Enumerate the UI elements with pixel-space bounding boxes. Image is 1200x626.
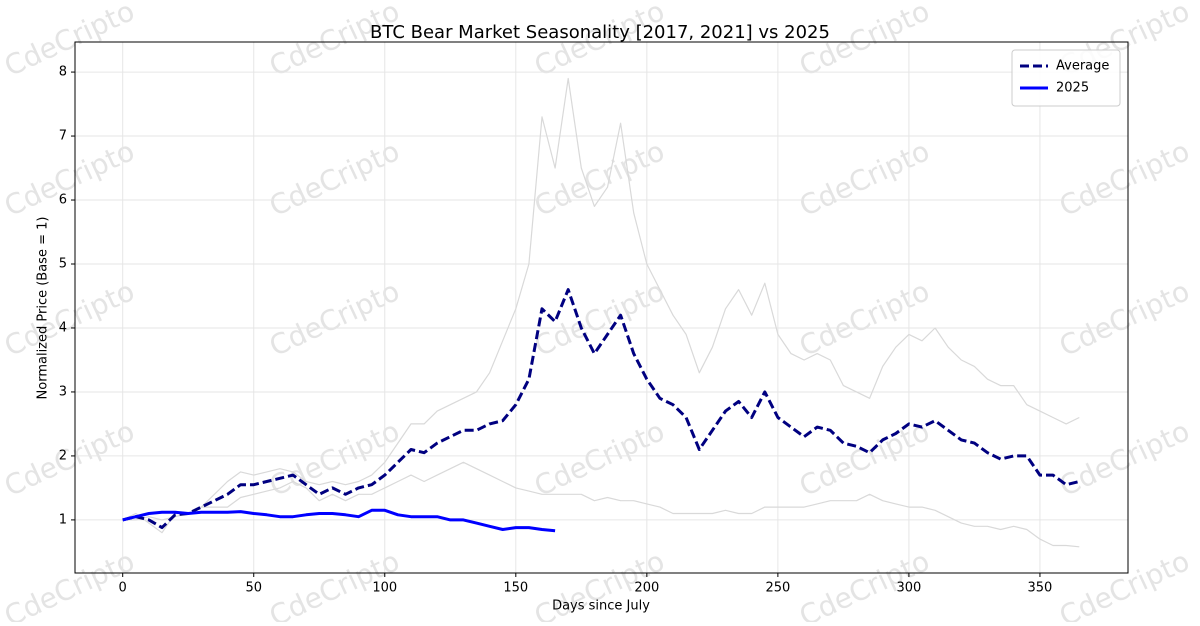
x-tick-label: 150 [503,581,528,596]
plot-frame [74,41,1129,574]
y-tick-label: 1 [59,512,67,527]
y-tick-label: 8 [59,65,67,80]
y-tick-label: 5 [59,256,67,271]
x-axis-label: Days since July [552,599,650,614]
legend-label: Average [1056,59,1109,74]
series-line [122,288,1080,530]
y-tick-label: 4 [59,320,67,335]
x-tick-label: 50 [245,581,262,596]
y-axis-label: Normalized Price (Base = 1) [36,217,51,400]
background-series-line [122,461,1080,548]
chart-title: BTC Bear Market Seasonality [2017, 2021]… [370,22,830,43]
y-tick-label: 2 [59,448,67,463]
x-tick-label: 250 [765,581,790,596]
series-line [122,508,556,533]
legend-label: 2025 [1056,81,1089,96]
x-tick-label: 300 [896,581,921,596]
x-tick-label: 350 [1028,581,1053,596]
legend-box [1011,49,1121,107]
y-tick-label: 7 [59,129,67,144]
x-tick-label: 100 [372,581,397,596]
background-series-line [122,77,1080,521]
y-tick-label: 3 [59,384,67,399]
x-tick-label: 0 [119,581,127,596]
x-tick-label: 200 [634,581,659,596]
y-tick-label: 6 [59,193,67,208]
